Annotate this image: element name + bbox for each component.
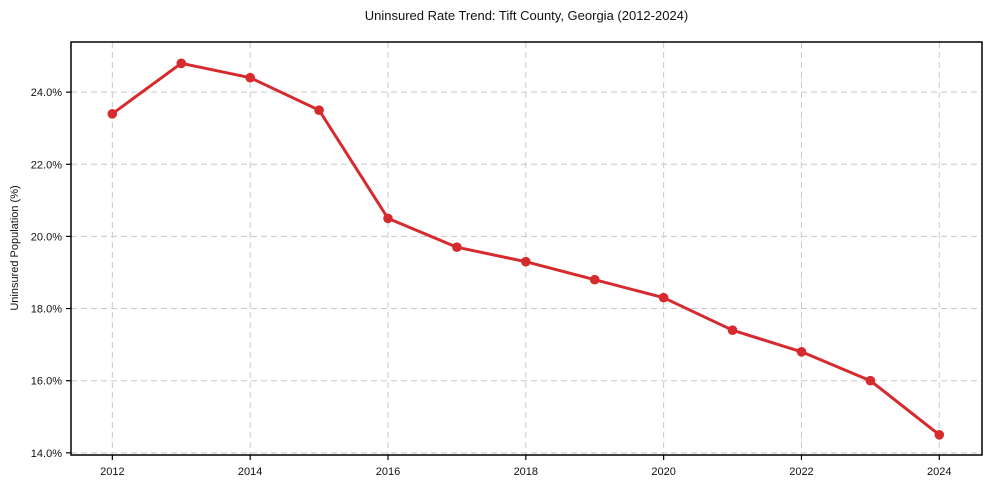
data-point: [107, 109, 118, 119]
y-tick-label: 24.0%: [31, 87, 62, 99]
data-point: [589, 274, 600, 285]
y-axis-label: Uninsured Population (%): [9, 185, 21, 311]
data-point: [314, 105, 324, 115]
x-tick-label: 2014: [238, 466, 262, 478]
y-tick-label: 14.0%: [31, 448, 62, 460]
y-tick-label: 18.0%: [31, 304, 62, 316]
x-tick-label: 2012: [100, 466, 124, 478]
data-point: [383, 213, 393, 224]
y-tick-label: 16.0%: [31, 376, 62, 388]
chart-title: Uninsured Rate Trend: Tift County, Georg…: [364, 8, 689, 23]
y-tick-label: 20.0%: [31, 231, 62, 243]
x-tick-label: 2022: [789, 466, 813, 478]
data-point: [245, 72, 255, 83]
y-tick-label: 22.0%: [31, 159, 62, 171]
data-point: [727, 325, 738, 336]
x-tick-label: 2016: [376, 466, 400, 478]
axes-spines: [70, 41, 983, 456]
data-point: [176, 58, 187, 69]
data-point: [521, 256, 531, 267]
data-point: [452, 242, 462, 252]
data-point: [934, 430, 945, 440]
data-point: [658, 292, 669, 303]
x-tick-label: 2024: [927, 466, 951, 478]
data-point: [865, 375, 876, 386]
data-point: [796, 347, 807, 357]
x-tick-label: 2018: [514, 466, 538, 478]
x-tick-label: 2020: [651, 466, 675, 478]
plot-background: [71, 42, 982, 455]
